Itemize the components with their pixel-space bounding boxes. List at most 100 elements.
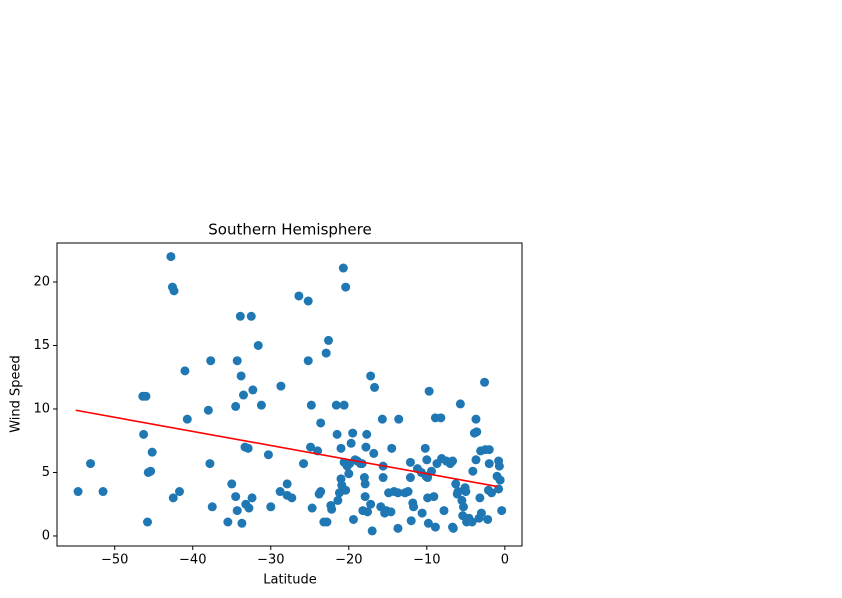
point xyxy=(236,371,246,381)
point xyxy=(369,448,379,458)
point xyxy=(497,506,507,516)
x-tick-label: −30 xyxy=(257,553,284,568)
point xyxy=(362,429,372,439)
point xyxy=(174,487,184,497)
point xyxy=(448,456,458,466)
point xyxy=(472,427,482,437)
point xyxy=(487,488,497,498)
x-tick-label: −20 xyxy=(335,553,362,568)
point xyxy=(73,487,83,497)
point xyxy=(238,390,248,400)
point xyxy=(339,400,349,410)
point xyxy=(324,335,334,345)
point xyxy=(458,502,468,512)
y-tick-label: 5 xyxy=(42,465,50,480)
y-tick-label: 0 xyxy=(42,528,50,543)
point xyxy=(417,508,427,518)
point xyxy=(207,502,217,512)
point xyxy=(147,447,157,457)
point xyxy=(232,356,242,366)
point xyxy=(483,514,493,524)
point xyxy=(203,405,213,415)
point xyxy=(341,485,351,495)
point xyxy=(348,514,358,524)
point xyxy=(370,382,380,392)
point xyxy=(336,443,346,453)
point xyxy=(344,469,354,479)
point xyxy=(223,517,233,527)
point xyxy=(348,428,358,438)
point xyxy=(341,282,351,292)
point xyxy=(366,499,376,509)
point xyxy=(475,493,485,503)
point xyxy=(143,517,153,527)
point xyxy=(471,455,481,465)
point xyxy=(378,473,388,483)
point xyxy=(316,418,326,428)
point xyxy=(275,487,285,497)
point xyxy=(405,457,415,467)
point xyxy=(361,442,371,452)
point xyxy=(299,459,309,469)
point xyxy=(332,429,342,439)
point xyxy=(467,517,477,527)
y-tick-label: 20 xyxy=(33,274,50,289)
point xyxy=(227,479,237,489)
point xyxy=(484,445,494,455)
point xyxy=(139,429,149,439)
point xyxy=(387,443,397,453)
point xyxy=(253,340,263,350)
point xyxy=(484,459,494,469)
point xyxy=(453,487,463,497)
point xyxy=(141,391,151,401)
point xyxy=(363,507,373,517)
point xyxy=(360,479,370,489)
point xyxy=(424,386,434,396)
point xyxy=(166,252,176,262)
point xyxy=(205,459,215,469)
point xyxy=(409,502,419,512)
point xyxy=(256,400,266,410)
point xyxy=(169,286,179,296)
point xyxy=(322,517,332,527)
point xyxy=(357,459,367,469)
y-tick-label: 10 xyxy=(33,401,50,416)
point xyxy=(406,516,416,526)
trend-line xyxy=(75,409,498,488)
point xyxy=(294,291,304,301)
point xyxy=(386,507,396,517)
point xyxy=(232,506,242,516)
point xyxy=(321,348,331,358)
point xyxy=(393,488,403,498)
point xyxy=(98,487,108,497)
point xyxy=(86,459,96,469)
point xyxy=(405,473,415,483)
x-tick-label: −10 xyxy=(413,553,440,568)
point xyxy=(247,493,257,503)
point xyxy=(146,466,156,476)
point xyxy=(480,377,490,387)
point xyxy=(244,503,254,513)
point xyxy=(235,311,245,321)
point xyxy=(276,381,286,391)
point xyxy=(346,438,356,448)
point xyxy=(331,400,341,410)
point xyxy=(338,263,348,273)
point xyxy=(393,523,403,533)
point xyxy=(448,523,458,533)
point xyxy=(422,455,432,465)
point xyxy=(303,356,313,366)
point xyxy=(263,450,273,460)
point xyxy=(307,503,317,513)
point xyxy=(366,371,376,381)
point xyxy=(237,518,247,528)
point xyxy=(429,492,439,502)
point xyxy=(476,508,486,518)
point xyxy=(420,443,430,453)
point xyxy=(471,414,481,424)
point xyxy=(231,401,241,411)
point xyxy=(468,466,478,476)
y-axis-label: Wind Speed xyxy=(9,355,24,433)
chart-title: Southern Hemisphere xyxy=(208,221,371,239)
point xyxy=(316,487,326,497)
